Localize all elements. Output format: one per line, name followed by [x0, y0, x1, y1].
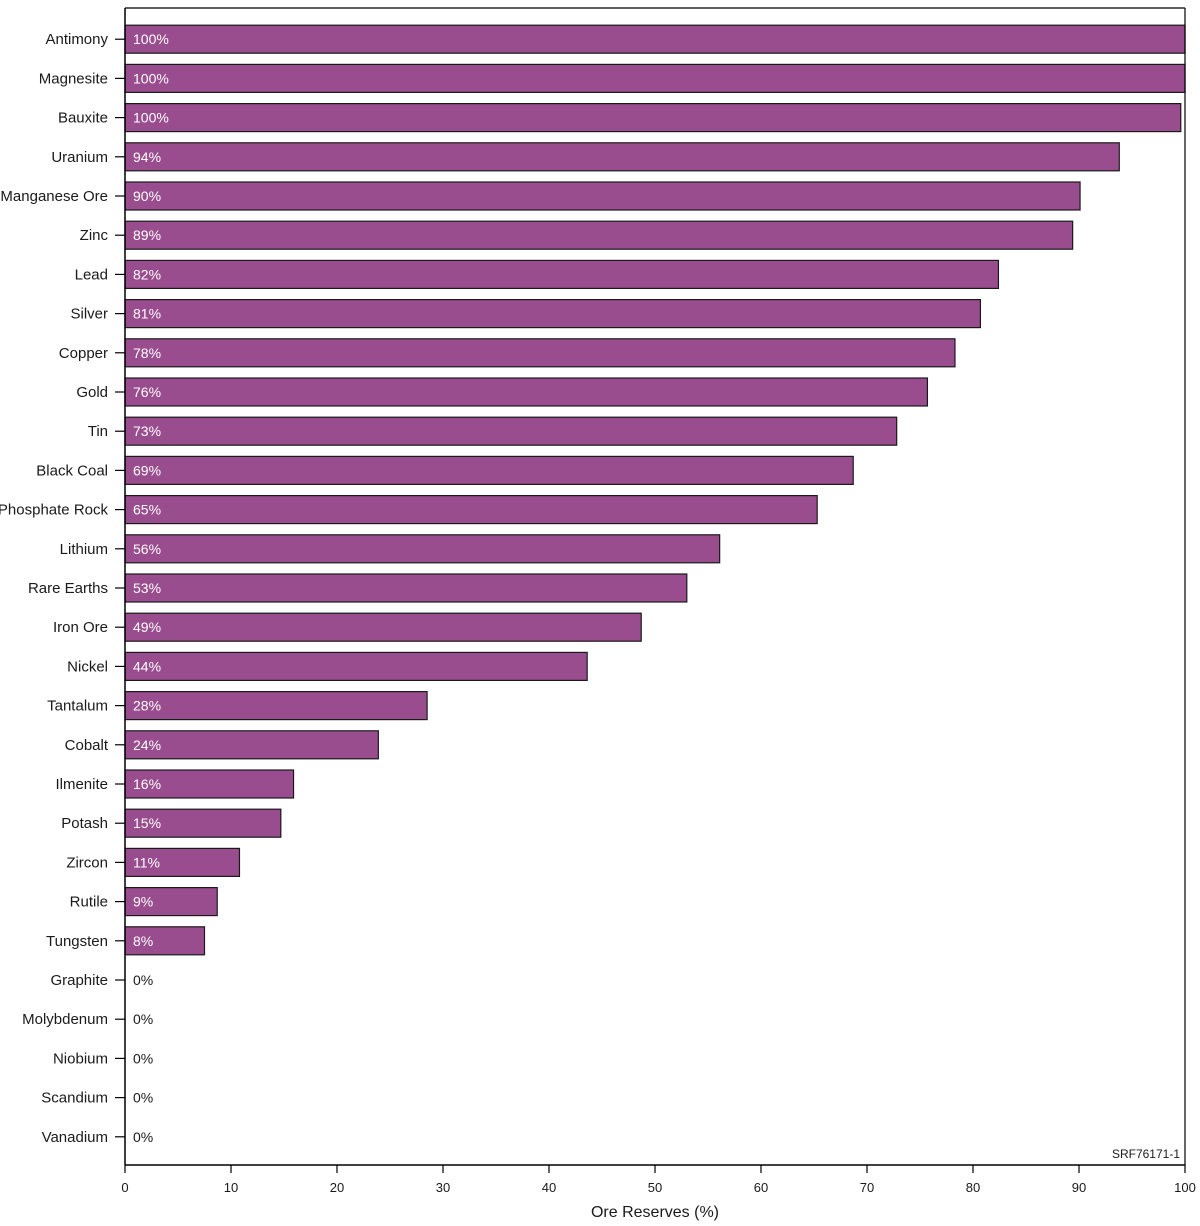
bar-copper: [124, 338, 956, 368]
data-label: 73%: [133, 423, 161, 439]
bar-iron-ore: [124, 612, 642, 642]
data-label: 28%: [133, 698, 161, 714]
x-tick-label: 70: [860, 1180, 874, 1195]
category-label: Silver: [70, 306, 108, 323]
data-label: 0%: [133, 1090, 153, 1106]
data-label: 76%: [133, 384, 161, 400]
bar-nickel: [124, 651, 588, 682]
category-label: Vanadium: [42, 1129, 108, 1146]
category-label: Magnesite: [39, 70, 108, 87]
bar-magnesite: [124, 63, 1186, 94]
x-axis-title: Ore Reserves (%): [591, 1204, 719, 1221]
bar-potash: [124, 808, 282, 838]
category-label: Bauxite: [58, 110, 108, 127]
bar-zircon: [124, 847, 241, 878]
bars-group: 100% 100% 100% 94% 90% 89% 82% 81% 78% 76% 73% 69% 6…: [124, 24, 1186, 1145]
bar-black-coal: [124, 455, 854, 485]
category-label: Nickel: [67, 658, 108, 675]
bar-uranium: [124, 142, 1120, 172]
x-tick-label: 50: [648, 1180, 662, 1195]
data-label: 0%: [133, 1011, 153, 1027]
category-label: Tungsten: [46, 933, 108, 950]
data-label: 8%: [133, 933, 153, 949]
category-label: Iron Ore: [53, 619, 108, 636]
category-label: Rare Earths: [28, 580, 108, 597]
bar-lithium: [124, 534, 721, 564]
category-label: Molybdenum: [22, 1011, 108, 1028]
data-label: 90%: [133, 188, 161, 204]
category-label: Zircon: [66, 854, 108, 871]
category-label: Scandium: [41, 1090, 108, 1107]
x-tick-label: 80: [966, 1180, 980, 1195]
data-label: 9%: [133, 894, 153, 910]
category-label: Rutile: [70, 894, 108, 911]
x-tick-label: 100: [1174, 1180, 1196, 1195]
category-label: Copper: [59, 345, 108, 362]
data-label: 0%: [133, 972, 153, 988]
data-label: 0%: [133, 1129, 153, 1145]
data-label: 15%: [133, 815, 161, 831]
category-label: Graphite: [50, 972, 108, 989]
x-tick-label: 0: [121, 1180, 128, 1195]
data-label: 49%: [133, 619, 161, 635]
category-label: Zinc: [80, 227, 109, 244]
bar-tantalum: [124, 690, 428, 721]
data-label: 100%: [133, 110, 169, 126]
data-label: 81%: [133, 306, 161, 322]
category-label: Niobium: [53, 1050, 108, 1067]
bar-cobalt: [124, 730, 379, 760]
data-label: 94%: [133, 149, 161, 165]
x-tick-label: 60: [754, 1180, 768, 1195]
x-tick-label: 20: [330, 1180, 344, 1195]
data-label: 11%: [133, 854, 160, 870]
bar-lead: [124, 259, 1000, 289]
bar-tin: [124, 416, 898, 446]
data-label: 89%: [133, 227, 161, 243]
category-label: Potash: [61, 815, 108, 832]
category-label: Black Coal: [36, 462, 108, 479]
category-label: Tin: [88, 423, 108, 440]
bar-manganese-ore: [124, 181, 1081, 211]
x-tick-label: 40: [542, 1180, 556, 1195]
data-label: 53%: [133, 580, 161, 596]
category-label: Uranium: [51, 149, 108, 166]
bar-silver: [124, 299, 982, 329]
bar-rutile: [124, 886, 218, 917]
x-tick-label: 30: [436, 1180, 450, 1195]
category-label: Ilmenite: [55, 776, 108, 793]
category-label: Phosphate Rock: [0, 502, 108, 519]
bar-tungsten: [124, 926, 206, 956]
data-label: 0%: [133, 1050, 153, 1066]
x-tick-label: 90: [1072, 1180, 1086, 1195]
data-label: 65%: [133, 502, 161, 518]
category-label: Tantalum: [47, 698, 108, 715]
data-label: 78%: [133, 345, 161, 361]
x-ticks-group: 0 10 20 30 40 50 60 70 80 90 100: [121, 1165, 1196, 1195]
bar-bauxite: [124, 102, 1182, 133]
figure-code-label: SRF76171-1: [1112, 1147, 1180, 1161]
bar-phosphate-rock: [124, 495, 818, 525]
data-label: 100%: [133, 70, 169, 86]
category-label: Manganese Ore: [0, 188, 108, 205]
category-label: Cobalt: [65, 737, 109, 754]
bar-zinc: [124, 220, 1074, 250]
data-label: 44%: [133, 658, 161, 674]
data-label: 100%: [133, 31, 169, 47]
data-label: 56%: [133, 541, 161, 557]
bar-antimony: [124, 24, 1186, 54]
category-labels-group: Antimony Magnesite Bauxite Uranium Manganese…: [0, 31, 125, 1146]
data-label: 69%: [133, 462, 161, 478]
bar-rare-earths: [124, 573, 688, 603]
category-label: Lithium: [60, 541, 108, 558]
category-label: Lead: [75, 266, 108, 283]
data-label: 82%: [133, 266, 161, 282]
category-label: Gold: [76, 384, 108, 401]
data-label: 24%: [133, 737, 161, 753]
data-label: 16%: [133, 776, 161, 792]
category-label: Antimony: [45, 31, 108, 48]
bar-gold: [124, 377, 929, 407]
x-tick-label: 10: [224, 1180, 238, 1195]
